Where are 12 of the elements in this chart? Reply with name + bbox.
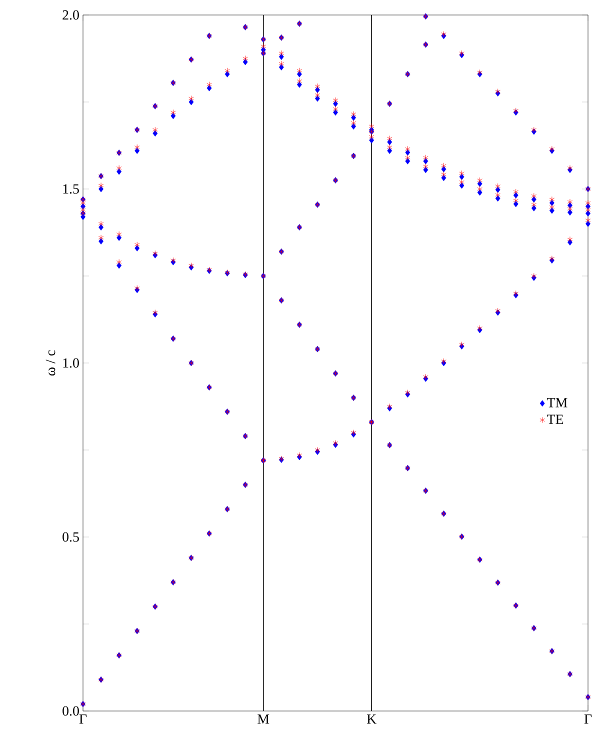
- legend-label: TM: [547, 398, 568, 408]
- y-tick-label: 1.0: [63, 358, 79, 368]
- x-tick-label: Γ: [584, 714, 592, 724]
- y-axis-title: ω / c: [46, 350, 56, 376]
- x-tick-label: M: [258, 714, 270, 724]
- y-tick-label: 2.0: [62, 10, 79, 20]
- y-tick-label: 0.5: [62, 532, 79, 542]
- legend-label: TE: [547, 414, 564, 424]
- y-tick-label: 0.0: [62, 706, 79, 716]
- x-tick-label: Γ: [79, 714, 87, 724]
- x-tick-label: K: [366, 714, 376, 724]
- y-tick-label: 1.5: [63, 184, 79, 194]
